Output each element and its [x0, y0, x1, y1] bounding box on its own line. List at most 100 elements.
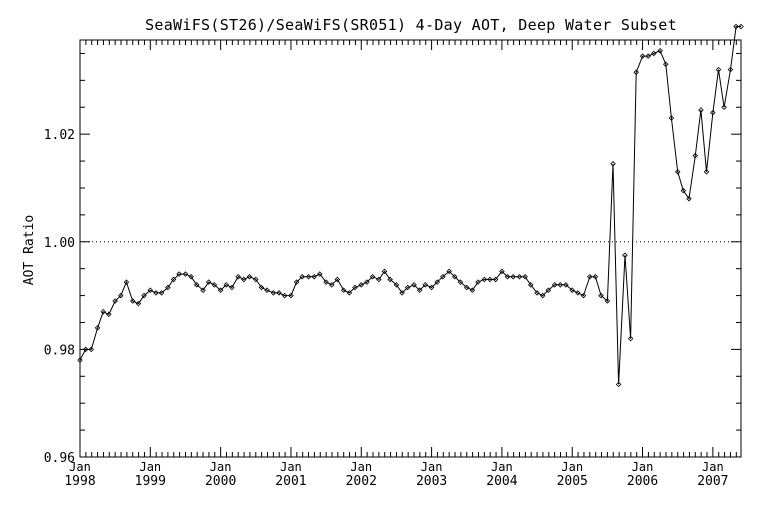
- data-point: [188, 273, 194, 280]
- y-tick-label: 1.02: [44, 128, 75, 143]
- data-point: [253, 276, 259, 283]
- data-point: [469, 287, 476, 293]
- data-point: [551, 282, 558, 288]
- plot-frame: [79, 39, 742, 458]
- data-point: [457, 279, 464, 285]
- x-tick-year-label: 2003: [416, 474, 447, 489]
- data-point: [416, 287, 423, 293]
- x-tick-year-label: 2004: [486, 474, 517, 489]
- data-point: [610, 160, 616, 167]
- data-point: [487, 276, 493, 283]
- data-point: [668, 115, 675, 121]
- data-point: [241, 276, 247, 283]
- data-point: [106, 311, 112, 318]
- data-point: [539, 292, 546, 299]
- chart-title: SeaWiFS(ST26)/SeaWiFS(SR051) 4-Day AOT, …: [145, 16, 677, 34]
- axis-tick-labels: 0.960.981.001.02Jan1998Jan1999Jan2000Jan…: [44, 128, 729, 489]
- data-point: [369, 273, 376, 280]
- data-point: [534, 290, 540, 296]
- series-group: [77, 23, 744, 388]
- data-point: [293, 279, 300, 285]
- data-point: [645, 53, 651, 59]
- data-point: [715, 66, 722, 73]
- y-tick-label: 1.00: [44, 236, 75, 251]
- data-point: [200, 287, 206, 293]
- x-tick-year-label: 2000: [205, 474, 236, 489]
- data-point: [440, 273, 446, 280]
- y-axis-label: AOT Ratio: [22, 215, 37, 285]
- x-tick-year-label: 2006: [627, 474, 658, 489]
- x-tick-year-label: 1998: [64, 474, 95, 489]
- data-point: [504, 273, 511, 280]
- data-point: [633, 69, 639, 76]
- data-point: [323, 279, 329, 285]
- data-point: [364, 279, 370, 285]
- data-point: [639, 53, 646, 59]
- x-tick-month-label: Jan: [350, 460, 372, 474]
- data-point: [446, 268, 452, 275]
- data-point: [657, 47, 663, 54]
- data-point: [674, 169, 681, 175]
- x-tick-month-label: Jan: [491, 460, 513, 474]
- data-point: [165, 284, 171, 291]
- data-point: [516, 273, 523, 280]
- data-point: [77, 357, 83, 363]
- data-point: [305, 273, 312, 280]
- data-point: [205, 279, 212, 285]
- y-tick-label: 0.96: [44, 451, 75, 466]
- x-tick-month-label: Jan: [280, 460, 302, 474]
- data-point: [721, 104, 727, 111]
- data-point: [153, 290, 159, 296]
- data-point: [710, 109, 716, 116]
- data-point: [176, 271, 182, 277]
- data-point: [129, 298, 136, 304]
- data-point: [615, 381, 622, 388]
- data-point: [223, 282, 230, 288]
- data-point: [346, 290, 353, 296]
- data-point: [288, 292, 294, 299]
- data-point: [88, 346, 95, 353]
- data-point: [270, 290, 277, 296]
- data-point: [123, 279, 130, 285]
- data-point: [575, 290, 581, 296]
- data-point: [299, 273, 305, 280]
- series-line: [79, 26, 741, 385]
- data-point: [428, 284, 435, 291]
- data-point: [340, 287, 347, 293]
- data-point: [328, 282, 335, 288]
- data-point: [381, 268, 388, 275]
- data-point: [387, 276, 393, 283]
- data-point: [158, 290, 165, 296]
- data-point: [182, 271, 189, 277]
- data-point: [692, 152, 699, 159]
- x-tick-month-label: Jan: [421, 460, 443, 474]
- data-point: [580, 292, 587, 299]
- data-point: [229, 284, 235, 291]
- x-tick-month-label: Jan: [69, 460, 91, 474]
- data-point: [434, 279, 440, 285]
- data-point: [358, 282, 365, 288]
- data-point: [557, 282, 564, 288]
- data-point: [193, 282, 200, 288]
- x-tick-month-label: Jan: [139, 460, 161, 474]
- data-point: [527, 282, 534, 288]
- data-point: [94, 325, 101, 331]
- data-point: [264, 287, 270, 293]
- data-point: [475, 279, 481, 285]
- data-point: [311, 273, 317, 280]
- data-point: [604, 298, 611, 304]
- data-point: [698, 107, 704, 113]
- data-point: [276, 290, 282, 296]
- x-tick-year-label: 1999: [135, 474, 166, 489]
- plot-area: [79, 39, 742, 458]
- data-point: [680, 187, 687, 194]
- data-point: [422, 282, 429, 288]
- axis-ticks: [79, 40, 741, 458]
- x-tick-year-label: 2001: [275, 474, 306, 489]
- data-point: [170, 276, 177, 283]
- data-point: [352, 284, 358, 291]
- data-point: [686, 195, 692, 202]
- data-point: [399, 290, 405, 296]
- data-point: [569, 287, 575, 293]
